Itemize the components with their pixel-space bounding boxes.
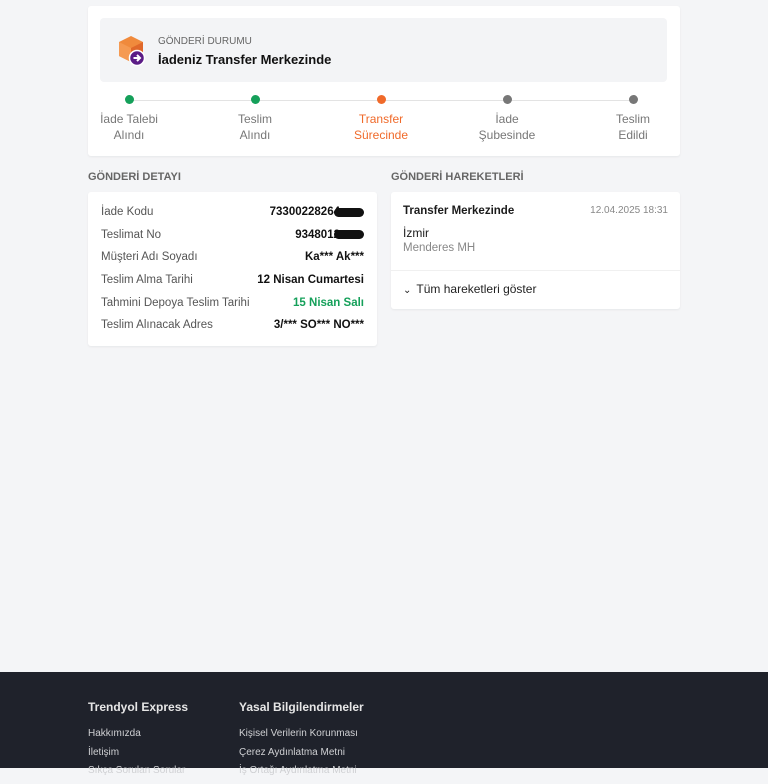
move-time: 12.04.2025 18:31 <box>590 205 668 216</box>
detail-row: Teslim Alma Tarihi 12 Nisan Cumartesi <box>101 269 364 292</box>
detail-value: 12 Nisan Cumartesi <box>257 274 364 287</box>
chevron-down-icon: ⌄ <box>403 285 412 296</box>
detail-value-wrap: 3/*** SO*** NO*** <box>274 319 364 331</box>
status-banner: GÖNDERİ DURUMU İadeniz Transfer Merkezin… <box>100 18 667 82</box>
footer-title: Trendyol Express <box>88 700 189 714</box>
detail-key: Teslimat No <box>101 228 162 241</box>
detail-row: Müşteri Adı Soyadı Ka*** Ak*** <box>101 246 364 269</box>
step-dot <box>502 95 512 104</box>
detail-value-wrap: 9348012 <box>295 229 364 241</box>
step-label: İade Talebi <box>100 112 158 126</box>
move-city: İzmir <box>403 226 429 240</box>
detail-row: Tahmini Depoya Teslim Tarihi 15 Nisan Sal… <box>101 291 364 314</box>
shipment-detail-card: İade Kodu 73300228264 Teslimat No 9348012 Mü… <box>88 192 377 346</box>
redaction-mark <box>334 207 364 217</box>
step-label: Teslim <box>237 112 272 126</box>
detail-value-wrap: 12 Nisan Cumartesi <box>257 274 364 286</box>
footer-link[interactable]: Hakkımızda <box>88 728 141 739</box>
detail-key: Tahmini Depoya Teslim Tarihi <box>101 296 250 309</box>
detail-row: Teslimat No 9348012 <box>101 224 364 247</box>
step-2: Transfer Sürecinde <box>331 95 431 143</box>
footer-link[interactable]: Kişisel Verilerin Korunması <box>239 728 358 739</box>
step-4: Teslim Edildi <box>583 95 683 143</box>
step-label: Alındı <box>113 128 145 142</box>
step-label: Edildi <box>618 128 648 142</box>
footer-link[interactable]: Çerez Aydınlatma Metni <box>239 746 345 758</box>
step-dot <box>124 95 134 104</box>
moves-heading: GÖNDERİ HAREKETLERİ <box>391 171 524 183</box>
detail-key: Müşteri Adı Soyadı <box>101 251 198 264</box>
detail-key: İade Kodu <box>101 206 154 219</box>
detail-value: 73300228264 <box>269 206 340 219</box>
detail-key: Teslim Alınacak Adres <box>101 319 213 332</box>
detail-row: Teslim Alınacak Adres 3/*** SO*** NO*** <box>101 314 364 337</box>
divider <box>391 270 680 271</box>
step-label: Şubesinde <box>478 128 536 142</box>
detail-value-wrap: Ka*** Ak*** <box>305 251 364 263</box>
detail-value: 9348012 <box>295 228 340 241</box>
progress-stepper: İade Talebi Alındı Teslim Alındı Transfer Sür… <box>88 95 680 155</box>
step-label: Sürecinde <box>353 128 409 142</box>
detail-row: İade Kodu 73300228264 <box>101 201 364 224</box>
detail-value: Ka*** Ak*** <box>304 251 364 264</box>
step-dot <box>376 95 386 104</box>
move-event: Transfer Merkezinde <box>403 205 515 217</box>
step-label: İade <box>495 112 519 126</box>
step-dot <box>628 95 638 104</box>
detail-key: Teslim Alma Tarihi <box>101 274 193 287</box>
move-district: Menderes MH <box>403 242 476 254</box>
status-label: GÖNDERİ DURUMU <box>158 36 252 47</box>
redaction-mark <box>334 230 364 240</box>
detail-value: 15 Nisan Salı <box>293 296 364 309</box>
detail-value-wrap: 73300228264 <box>270 206 364 218</box>
step-1: Teslim Alındı <box>205 95 305 143</box>
step-label: Alındı <box>239 128 271 142</box>
shipment-moves-card: Transfer Merkezinde 12.04.2025 18:31 İzm… <box>391 192 680 309</box>
footer: Trendyol Express Hakkımızda İletişim Sık… <box>0 672 768 776</box>
step-3: İade Şubesinde <box>457 95 557 143</box>
footer-title: Yasal Bilgilendirmeler <box>239 700 364 714</box>
step-label: Transfer <box>358 112 404 126</box>
detail-value: 3/*** SO*** NO*** <box>273 319 364 332</box>
detail-value-wrap: 15 Nisan Salı <box>293 297 364 309</box>
detail-heading: GÖNDERİ DETAYI <box>88 171 181 183</box>
show-all-moves-button[interactable]: ⌄ Tüm hareketleri göster <box>403 282 536 296</box>
package-return-icon <box>119 36 146 66</box>
footer-col-company: Trendyol Express Hakkımızda İletişim Sık… <box>88 700 188 784</box>
step-dot <box>250 95 260 104</box>
footer-link[interactable]: İletişim <box>88 746 120 758</box>
show-all-label: Tüm hareketleri göster <box>416 282 537 296</box>
status-title: İadeniz Transfer Merkezinde <box>158 52 332 67</box>
shipment-status-card: GÖNDERİ DURUMU İadeniz Transfer Merkezin… <box>88 6 680 156</box>
step-0: İade Talebi Alındı <box>79 95 179 143</box>
step-label: Teslim <box>615 112 650 126</box>
footer-col-legal: Yasal Bilgilendirmeler Kişisel Verilerin… <box>239 700 364 784</box>
